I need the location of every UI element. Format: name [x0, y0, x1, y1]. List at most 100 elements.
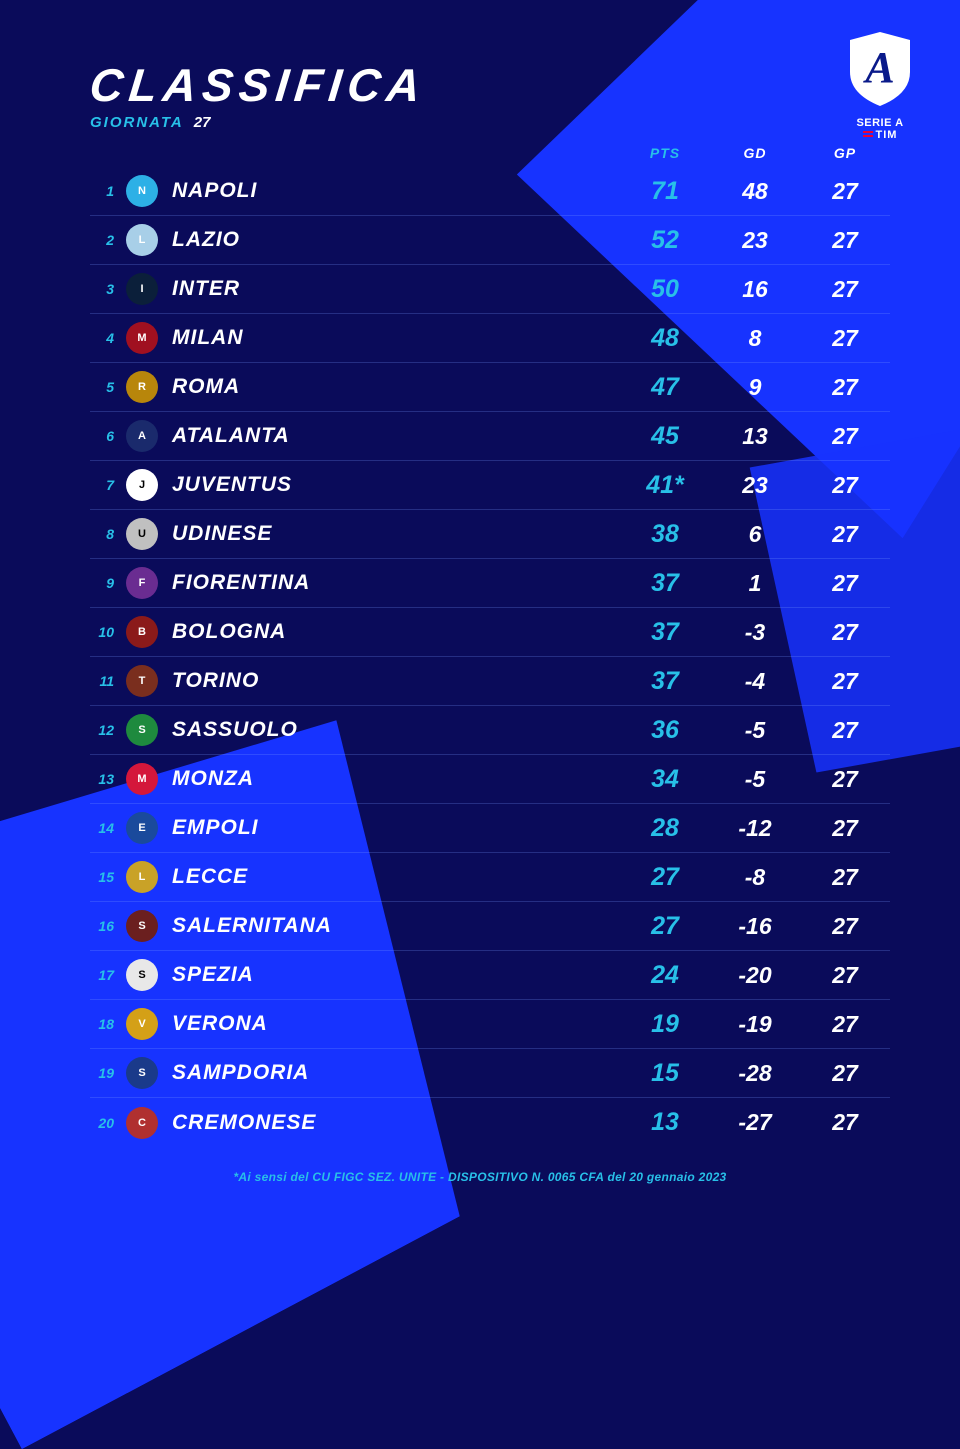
badge-cell: J: [126, 469, 172, 501]
rank-cell: 16: [90, 918, 126, 934]
gp-cell: 27: [800, 178, 890, 205]
rank-cell: 2: [90, 232, 126, 248]
rank-cell: 1: [90, 183, 126, 199]
team-badge-icon: V: [126, 1008, 158, 1040]
gd-cell: 8: [710, 325, 800, 352]
table-row: 12SSASSUOLO36-527: [90, 706, 890, 755]
pts-cell: 41*: [620, 471, 710, 500]
pts-cell: 48: [620, 324, 710, 353]
table-row: 9FFIORENTINA37127: [90, 559, 890, 608]
team-name-cell: BOLOGNA: [172, 620, 620, 644]
team-badge-icon: S: [126, 1057, 158, 1089]
gp-cell: 27: [800, 374, 890, 401]
team-name-cell: TORINO: [172, 669, 620, 693]
team-badge-icon: F: [126, 567, 158, 599]
team-badge-icon: L: [126, 861, 158, 893]
team-name-cell: CREMONESE: [172, 1111, 620, 1135]
badge-cell: S: [126, 910, 172, 942]
gd-cell: -8: [710, 864, 800, 891]
gd-cell: -4: [710, 668, 800, 695]
content-container: A SERIE A TIM CLASSIFICA GIORNATA 27 PTS…: [0, 0, 960, 1200]
badge-cell: N: [126, 175, 172, 207]
table-row: 19SSAMPDORIA15-2827: [90, 1049, 890, 1098]
table-row: 18VVERONA19-1927: [90, 1000, 890, 1049]
team-badge-icon: R: [126, 371, 158, 403]
team-name-cell: JUVENTUS: [172, 473, 620, 497]
gd-cell: -3: [710, 619, 800, 646]
badge-cell: S: [126, 959, 172, 991]
gd-cell: 6: [710, 521, 800, 548]
pts-cell: 37: [620, 667, 710, 696]
team-name-cell: LAZIO: [172, 228, 620, 252]
gp-cell: 27: [800, 815, 890, 842]
gd-cell: -16: [710, 913, 800, 940]
team-name-cell: MILAN: [172, 326, 620, 350]
team-name-cell: VERONA: [172, 1012, 620, 1036]
badge-cell: S: [126, 1057, 172, 1089]
table-row: 7JJUVENTUS41*2327: [90, 461, 890, 510]
table-row: 11T TORINO37-427: [90, 657, 890, 706]
pts-cell: 24: [620, 961, 710, 990]
rank-cell: 12: [90, 722, 126, 738]
team-badge-icon: B: [126, 616, 158, 648]
team-badge-icon: S: [126, 959, 158, 991]
gd-cell: 9: [710, 374, 800, 401]
team-badge-icon: I: [126, 273, 158, 305]
table-row: 1NNAPOLI714827: [90, 167, 890, 216]
team-badge-icon: S: [126, 714, 158, 746]
rank-cell: 8: [90, 526, 126, 542]
table-row: 8UUDINESE38627: [90, 510, 890, 559]
gp-cell: 27: [800, 521, 890, 548]
gp-cell: 27: [800, 325, 890, 352]
badge-cell: R: [126, 371, 172, 403]
gd-cell: -28: [710, 1060, 800, 1087]
pts-cell: 15: [620, 1059, 710, 1088]
gp-cell: 27: [800, 962, 890, 989]
rank-cell: 17: [90, 967, 126, 983]
badge-cell: T: [126, 665, 172, 697]
team-badge-icon: J: [126, 469, 158, 501]
rank-cell: 9: [90, 575, 126, 591]
gp-cell: 27: [800, 864, 890, 891]
matchday-label: GIORNATA: [90, 114, 184, 131]
team-name-cell: SPEZIA: [172, 963, 620, 987]
badge-cell: S: [126, 714, 172, 746]
team-name-cell: UDINESE: [172, 522, 620, 546]
gd-cell: -12: [710, 815, 800, 842]
gp-cell: 27: [800, 619, 890, 646]
badge-cell: L: [126, 224, 172, 256]
pts-cell: 50: [620, 275, 710, 304]
team-name-cell: NAPOLI: [172, 179, 620, 203]
team-name-cell: INTER: [172, 277, 620, 301]
rank-cell: 4: [90, 330, 126, 346]
rank-cell: 19: [90, 1065, 126, 1081]
badge-cell: V: [126, 1008, 172, 1040]
team-badge-icon: L: [126, 224, 158, 256]
badge-cell: I: [126, 273, 172, 305]
team-name-cell: SASSUOLO: [172, 718, 620, 742]
table-row: 13MMONZA34-527: [90, 755, 890, 804]
badge-cell: M: [126, 322, 172, 354]
team-badge-icon: T: [126, 665, 158, 697]
gp-cell: 27: [800, 1060, 890, 1087]
team-badge-icon: S: [126, 910, 158, 942]
gp-cell: 27: [800, 1109, 890, 1136]
gp-cell: 27: [800, 668, 890, 695]
team-name-cell: EMPOLI: [172, 816, 620, 840]
team-badge-icon: M: [126, 322, 158, 354]
pts-cell: 34: [620, 765, 710, 794]
table-row: 14EEMPOLI28-1227: [90, 804, 890, 853]
team-badge-icon: C: [126, 1107, 158, 1139]
standings-table: 1NNAPOLI7148272LLAZIO5223273IINTER501627…: [90, 167, 890, 1147]
team-name-cell: ROMA: [172, 375, 620, 399]
badge-cell: A: [126, 420, 172, 452]
rank-cell: 10: [90, 624, 126, 640]
table-row: 4M MILAN48827: [90, 314, 890, 363]
subtitle-row: GIORNATA 27: [90, 114, 890, 131]
team-name-cell: FIORENTINA: [172, 571, 620, 595]
table-row: 17SSPEZIA24-2027: [90, 951, 890, 1000]
table-header: PTS GD GP: [90, 145, 890, 167]
team-name-cell: ATALANTA: [172, 424, 620, 448]
team-badge-icon: A: [126, 420, 158, 452]
rank-cell: 11: [90, 673, 126, 689]
